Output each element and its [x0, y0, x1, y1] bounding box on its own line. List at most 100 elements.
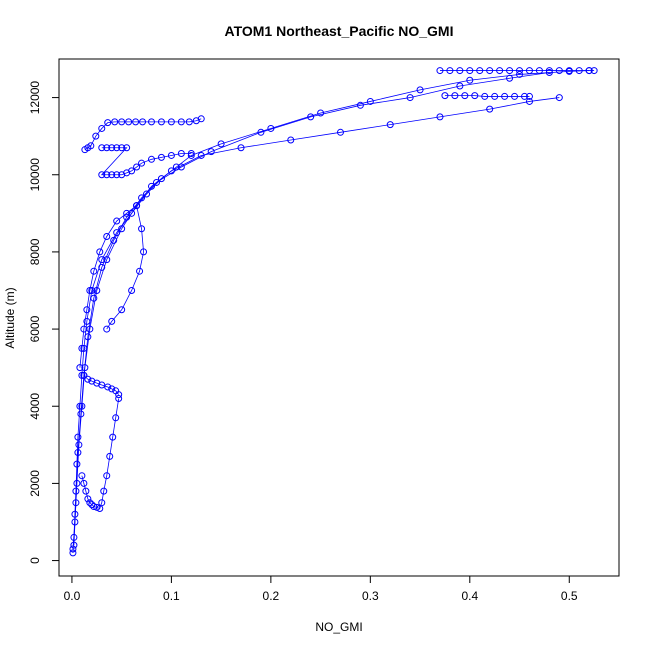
data-point	[535, 67, 543, 75]
data-series	[98, 144, 195, 179]
data-point	[157, 118, 165, 126]
data-point	[78, 472, 86, 480]
data-point	[70, 541, 78, 549]
data-point	[103, 325, 111, 333]
y-tick-label: 4000	[28, 393, 42, 420]
data-point	[525, 97, 533, 105]
data-point	[461, 92, 469, 100]
data-point	[516, 67, 524, 75]
x-tick-label: 0.0	[64, 589, 81, 603]
series-layer	[69, 67, 598, 557]
data-point	[90, 294, 98, 302]
data-point	[366, 97, 374, 105]
data-point	[74, 433, 82, 441]
data-point	[148, 155, 155, 163]
data-point	[506, 74, 514, 82]
data-point	[93, 503, 101, 511]
data-point	[88, 286, 96, 294]
data-point	[78, 344, 86, 352]
data-point	[138, 194, 146, 202]
data-point	[80, 325, 88, 333]
data-point	[157, 175, 165, 183]
data-point	[446, 67, 454, 75]
data-point	[133, 202, 141, 210]
y-tick-label: 12000	[28, 81, 42, 115]
data-point	[109, 433, 117, 441]
data-point	[138, 225, 146, 233]
data-point	[471, 92, 479, 100]
x-tick-label: 0.1	[163, 589, 180, 603]
data-point	[406, 94, 414, 102]
data-point	[90, 267, 98, 275]
data-series	[76, 202, 148, 372]
data-point	[108, 385, 116, 393]
data-point	[128, 286, 136, 294]
data-point	[436, 67, 444, 75]
data-point	[111, 118, 119, 126]
x-tick-label: 0.2	[263, 589, 280, 603]
data-point	[585, 67, 593, 75]
data-point	[76, 402, 84, 410]
data-point	[92, 132, 100, 140]
series-line	[444, 95, 530, 97]
data-point	[555, 94, 563, 102]
data-point	[491, 92, 499, 100]
data-point	[98, 499, 106, 507]
data-point	[207, 148, 215, 156]
x-axis: 0.0 0.1 0.2 0.3 0.4 0.5	[64, 575, 578, 603]
data-point	[197, 115, 205, 123]
data-point	[103, 144, 111, 152]
data-point	[98, 144, 106, 152]
data-point	[133, 163, 141, 171]
data-point	[123, 213, 131, 221]
data-point	[496, 67, 504, 75]
data-point	[84, 495, 92, 503]
data-point	[545, 69, 553, 76]
data-point	[106, 452, 114, 460]
data-point	[86, 499, 94, 507]
data-point	[82, 487, 90, 495]
y-tick-label: 10000	[28, 158, 42, 192]
series-line	[72, 70, 590, 553]
x-tick-label: 0.3	[362, 589, 379, 603]
series-line	[81, 398, 120, 510]
data-point	[356, 101, 364, 109]
y-axis-label: Altitude (m)	[3, 287, 17, 348]
data-point	[143, 190, 151, 198]
data-point	[98, 263, 106, 271]
data-point	[83, 306, 91, 314]
data-point	[476, 67, 484, 75]
data-point	[113, 144, 121, 152]
data-point	[115, 395, 123, 403]
data-point	[575, 67, 583, 75]
y-axis: 0 2000 4000 6000 8000 10000 12000	[28, 81, 60, 564]
data-point	[86, 286, 94, 294]
data-point	[148, 118, 155, 126]
data-point	[486, 67, 494, 75]
data-point	[132, 118, 140, 126]
data-point	[257, 128, 265, 136]
data-point	[185, 118, 193, 126]
data-point	[481, 92, 489, 100]
data-point	[516, 70, 524, 78]
data-point	[187, 150, 195, 158]
data-point	[525, 67, 533, 75]
series-line	[100, 147, 192, 176]
data-series	[69, 67, 593, 557]
data-point	[565, 67, 573, 75]
data-point	[74, 449, 82, 457]
data-series	[436, 67, 598, 75]
data-point	[152, 178, 160, 186]
data-point	[98, 124, 106, 132]
data-point	[521, 92, 529, 100]
data-point	[100, 487, 108, 495]
data-point	[466, 67, 474, 75]
data-point	[125, 118, 133, 126]
data-point	[78, 371, 86, 379]
data-point	[177, 150, 185, 158]
data-point	[307, 113, 315, 121]
data-point	[139, 118, 147, 126]
y-tick-label: 0	[28, 557, 42, 564]
data-series	[78, 395, 123, 512]
data-point	[451, 92, 459, 100]
